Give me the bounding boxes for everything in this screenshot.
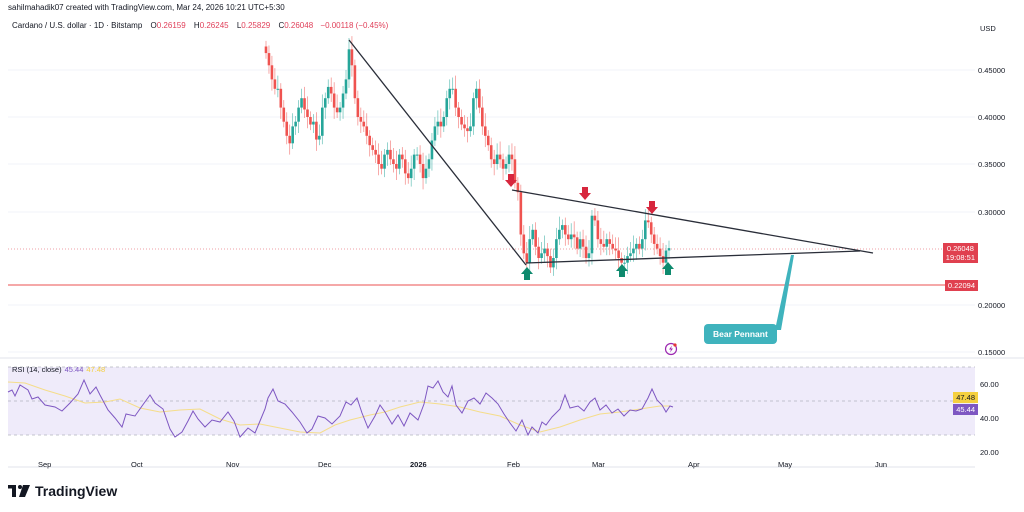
rsi-tick: 20.00 bbox=[980, 448, 999, 457]
label-pointer bbox=[775, 255, 794, 330]
current-price-tag: 0.26048 19:08:51 bbox=[942, 243, 978, 263]
rsi-ma-line bbox=[7, 381, 670, 434]
pennant-lower-trendline bbox=[525, 250, 861, 264]
down-arrow-icon bbox=[505, 174, 517, 187]
price-tick: 0.15000 bbox=[978, 348, 1005, 357]
up-arrow-icon bbox=[662, 262, 674, 275]
rsi-legend: RSI (14, close) 45.44 47.48 bbox=[12, 365, 105, 374]
down-arrow-icon bbox=[646, 201, 658, 214]
rsi-title[interactable]: RSI (14, close) bbox=[12, 365, 62, 374]
time-axis: Sep Oct Nov Dec 2026 Feb Mar Apr May Jun bbox=[38, 460, 887, 469]
flagpole-trendline bbox=[348, 39, 527, 266]
time-label: Oct bbox=[131, 460, 144, 469]
time-label: 2026 bbox=[410, 460, 427, 469]
rsi-ma-value: 47.48 bbox=[86, 365, 106, 374]
low-value: 0.25829 bbox=[241, 21, 271, 30]
rsi-value: 45.44 bbox=[64, 365, 84, 374]
currency-label: USD bbox=[980, 24, 996, 33]
up-arrow-icon bbox=[616, 264, 628, 277]
price-tick: 0.35000 bbox=[978, 160, 1005, 169]
time-label: Mar bbox=[592, 460, 605, 469]
open-value: 0.26159 bbox=[156, 21, 186, 30]
pennant-upper-trendline bbox=[511, 189, 874, 254]
time-label: Nov bbox=[226, 460, 240, 469]
candlestick-series bbox=[264, 36, 671, 276]
rsi-line bbox=[7, 378, 674, 438]
support-arrows bbox=[521, 262, 674, 280]
logo-text: TradingView bbox=[35, 483, 118, 499]
tradingview-logo[interactable]: TradingView bbox=[8, 483, 117, 499]
symbol-title[interactable]: Cardano / U.S. dollar · 1D · Bitstamp bbox=[12, 21, 143, 30]
down-arrow-icon bbox=[579, 187, 591, 200]
price-tick: 0.20000 bbox=[978, 301, 1005, 310]
rsi-ma-tag: 47.48 bbox=[953, 392, 978, 403]
up-arrow-icon bbox=[521, 267, 533, 280]
lightning-icon bbox=[664, 342, 678, 356]
high-value: 0.26245 bbox=[199, 21, 229, 30]
time-label: Jun bbox=[875, 460, 887, 469]
time-label: Sep bbox=[38, 460, 51, 469]
chart-credit: sahilmahadik07 created with TradingView.… bbox=[8, 3, 285, 12]
change-value: −0.00118 (−0.45%) bbox=[320, 21, 389, 30]
bear-pennant-label[interactable]: Bear Pennant bbox=[704, 324, 777, 344]
bar-countdown: 19:08:51 bbox=[945, 253, 975, 262]
rsi-tick: 40.00 bbox=[980, 414, 999, 423]
tradingview-logo-icon bbox=[8, 485, 30, 497]
support-price-tag: 0.22094 bbox=[944, 280, 978, 291]
rsi-value-tag: 45.44 bbox=[953, 404, 978, 415]
time-label: Feb bbox=[507, 460, 520, 469]
time-label: Dec bbox=[318, 460, 332, 469]
time-label: Apr bbox=[688, 460, 700, 469]
price-tick: 0.30000 bbox=[978, 208, 1005, 217]
close-value: 0.26048 bbox=[284, 21, 314, 30]
rsi-tick: 60.00 bbox=[980, 380, 999, 389]
time-label: May bbox=[778, 460, 792, 469]
price-tick: 0.45000 bbox=[978, 66, 1005, 75]
resistance-arrows bbox=[505, 174, 658, 214]
symbol-legend: Cardano / U.S. dollar · 1D · Bitstamp O0… bbox=[12, 21, 389, 30]
price-tick: 0.40000 bbox=[978, 113, 1005, 122]
price-axis: USD 0.45000 0.40000 0.35000 0.30000 0.20… bbox=[978, 24, 1005, 457]
